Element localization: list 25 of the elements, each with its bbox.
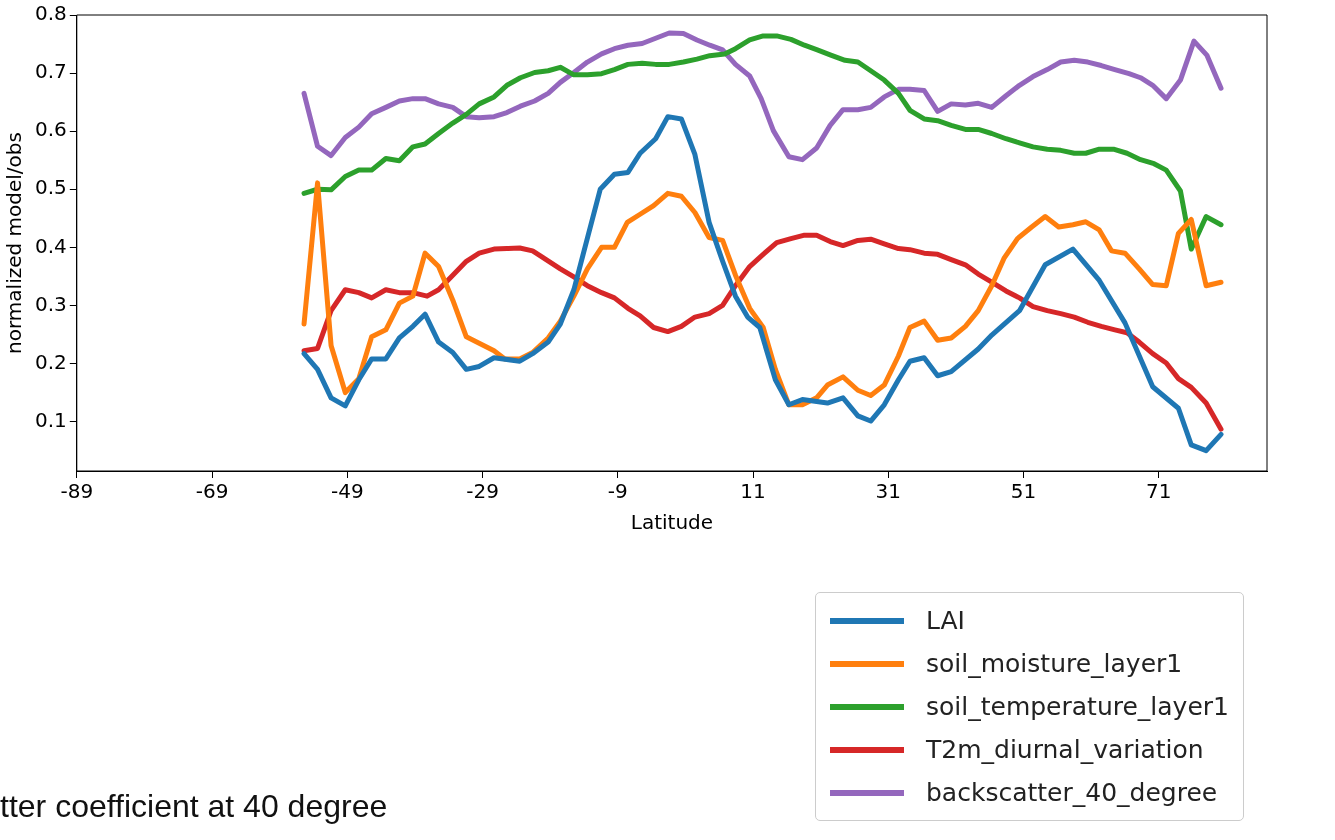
x-tick-label: 51: [1010, 479, 1037, 504]
y-tick-label: 0.1: [34, 407, 67, 432]
x-tick-label: -49: [330, 479, 364, 504]
legend-label: LAI: [926, 606, 965, 635]
x-tick-label: -89: [60, 479, 94, 504]
x-tick-label: -29: [466, 479, 499, 504]
y-tick-label: 0.8: [34, 1, 67, 26]
legend-label: soil_temperature_layer1: [926, 692, 1229, 721]
y-tick-label: 0.7: [34, 59, 67, 84]
x-tick-label: 11: [740, 479, 766, 504]
y-axis-title: normalized model/obs: [2, 132, 27, 354]
legend-label: T2m_diurnal_variation: [926, 735, 1204, 764]
x-tick-label: 31: [875, 479, 902, 504]
y-tick-label: 0.2: [34, 349, 67, 374]
x-tick-label: 71: [1146, 479, 1172, 504]
y-tick-label: 0.5: [34, 175, 67, 200]
y-tick-label: 0.6: [34, 117, 67, 142]
x-tick-label: -69: [195, 479, 229, 504]
y-tick-label: 0.3: [34, 291, 67, 316]
text: tter coefficient at 40 degree: [0, 788, 388, 825]
y-tick-label: 0.4: [34, 233, 67, 258]
legend-label: soil_moisture_layer1: [926, 649, 1183, 678]
x-tick-label: -9: [607, 479, 628, 504]
x-axis-title: Latitude: [630, 510, 714, 535]
legend-label: backscatter_40_degree: [926, 778, 1218, 807]
